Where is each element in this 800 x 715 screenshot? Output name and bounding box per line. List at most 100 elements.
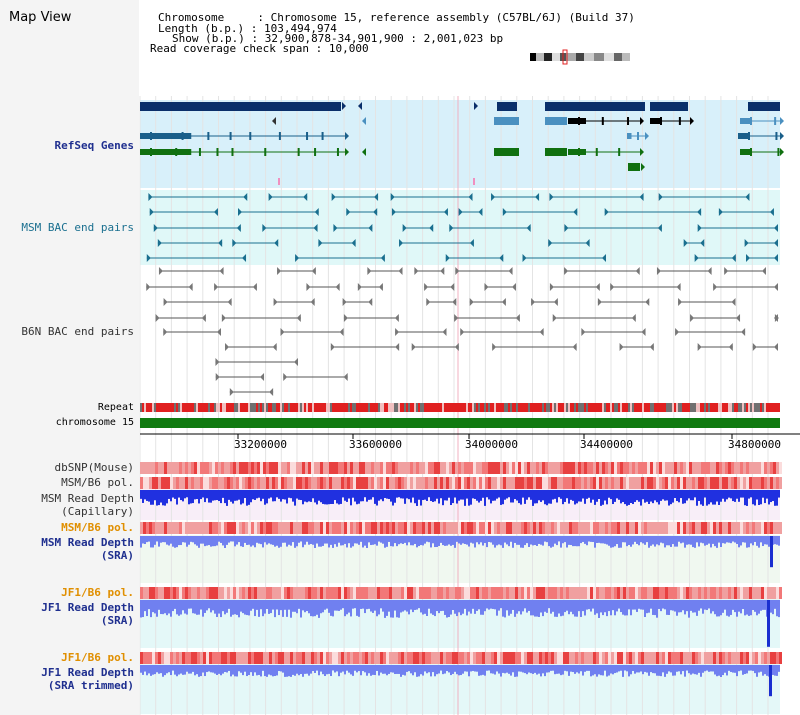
- msm-b6-pol-density: [398, 477, 401, 489]
- refseq-genes-label[interactable]: RefSeq Genes: [54, 139, 134, 152]
- jf1-trimmed-depth: [612, 665, 614, 675]
- msm-b6-pol-sra-density: [437, 522, 440, 534]
- msm-sra-depth: [486, 536, 488, 548]
- repeat-block: [428, 403, 430, 412]
- jf1-b6-pol-density: [392, 587, 395, 599]
- msm-sra-depth: [398, 536, 400, 545]
- gene-exon: [777, 148, 780, 156]
- jf1-b6-pol-label[interactable]: JF1/B6 pol.: [61, 586, 134, 599]
- dbsnp-density: [452, 462, 455, 474]
- bac-end: [163, 328, 168, 336]
- jf1-sra-depth: [548, 600, 550, 609]
- jf1-b6-pol-trimmed-density: [653, 652, 656, 664]
- jf1-b6-pol-trimmed-density: [143, 652, 146, 664]
- msm-capillary-depth: [222, 490, 224, 498]
- msm-read-depth-capillary-label[interactable]: MSM Read Depth: [41, 492, 134, 505]
- msm-capillary-depth: [556, 490, 558, 503]
- jf1-b6-pol-trimmed-label[interactable]: JF1/B6 pol.: [61, 651, 134, 664]
- repeat-block: [310, 403, 312, 412]
- jf1-b6-pol-density: [263, 587, 266, 599]
- b6n-bac-end-pairs-label[interactable]: B6N BAC end pairs: [21, 325, 134, 338]
- repeat-block: [554, 403, 556, 412]
- jf1-read-depth-sra-label[interactable]: JF1 Read Depth: [41, 601, 134, 614]
- jf1-b6-pol-trimmed-density: [206, 652, 209, 664]
- jf1-sra-depth: [302, 600, 304, 611]
- msm-sra-depth: [328, 536, 330, 548]
- msm-sra-depth: [730, 536, 732, 544]
- msm-b6-pol-density: [326, 477, 329, 489]
- jf1-trimmed-depth: [530, 665, 532, 674]
- jf1-sra-depth: [354, 600, 356, 609]
- jf1-trimmed-depth: [146, 665, 148, 676]
- msm-b6-pol-sra-density: [188, 522, 191, 534]
- jf1-trimmed-depth: [474, 665, 476, 672]
- repeat-block: [152, 403, 154, 412]
- repeat-block: [544, 403, 546, 412]
- msm-b6-pol-label[interactable]: MSM/B6 pol.: [61, 476, 134, 489]
- jf1-sra-depth: [232, 600, 234, 615]
- jf1-sra-depth: [182, 600, 184, 611]
- gene-exon: [738, 133, 749, 139]
- jf1-b6-pol-trimmed-density: [707, 652, 710, 664]
- msm-sra-depth: [548, 536, 550, 547]
- jf1-b6-pol-trimmed-density: [773, 652, 776, 664]
- msm-b6-pol-sra-density: [638, 522, 641, 534]
- msm-b6-pol-density: [320, 477, 323, 489]
- repeat-block: [608, 403, 610, 412]
- msm-capillary-depth: [436, 490, 438, 499]
- jf1-trimmed-depth: [544, 665, 546, 677]
- bac-end: [697, 208, 702, 216]
- msm-sra-depth: [196, 536, 198, 546]
- jf1-b6-pol-trimmed-density: [329, 652, 332, 664]
- dbsnp-density: [545, 462, 548, 474]
- msm-capillary-depth: [656, 490, 658, 503]
- jf1-b6-pol-trimmed-density: [407, 652, 410, 664]
- jf1-trimmed-depth: [632, 665, 634, 671]
- dbsnp-label[interactable]: dbSNP(Mouse): [54, 461, 134, 474]
- jf1-b6-pol-density: [635, 587, 638, 599]
- msm-sra-depth: [534, 536, 536, 546]
- dbsnp-density: [497, 462, 500, 474]
- msm-read-depth-sra-label[interactable]: MSM Read Depth: [41, 536, 134, 549]
- msm-b6-pol-sra-label[interactable]: MSM/B6 pol.: [61, 521, 134, 534]
- jf1-b6-pol-trimmed-density: [212, 652, 215, 664]
- jf1-trimmed-depth: [188, 665, 190, 674]
- jf1-trimmed-depth: [470, 665, 472, 672]
- bac-end: [460, 328, 465, 336]
- msm-sra-depth: [696, 536, 698, 543]
- msm-capillary-depth: [586, 490, 588, 499]
- repeat-block: [430, 403, 432, 412]
- jf1-b6-pol-density: [623, 587, 626, 599]
- msm-b6-pol-sra-density: [215, 522, 218, 534]
- jf1-sra-depth: [502, 600, 504, 617]
- bac-end: [391, 208, 396, 216]
- msm-sra-depth: [290, 536, 292, 546]
- jf1-sra-depth: [376, 600, 378, 617]
- gene-exon: [150, 148, 152, 156]
- repeat-block: [540, 403, 542, 412]
- jf1-sra-depth: [676, 600, 678, 616]
- jf1-trimmed-depth: [198, 665, 200, 677]
- msm-b6-pol-sra-density: [440, 522, 443, 534]
- msm-b6-pol-sra-density: [278, 522, 281, 534]
- jf1-b6-pol-density: [581, 587, 584, 599]
- jf1-trimmed-depth: [442, 665, 444, 675]
- msm-b6-pol-sra-density: [563, 522, 566, 534]
- jf1-sra-depth: [156, 600, 158, 617]
- jf1-read-depth-trimmed-label[interactable]: JF1 Read Depth: [41, 666, 134, 679]
- msm-bac-end-pairs-label[interactable]: MSM BAC end pairs: [21, 221, 134, 234]
- msm-b6-pol-sra-density: [764, 522, 767, 534]
- jf1-b6-pol-trimmed-density: [521, 652, 524, 664]
- msm-sra-depth: [668, 536, 670, 546]
- dbsnp-density: [188, 462, 191, 474]
- jf1-trimmed-depth: [718, 665, 720, 676]
- repeat-block: [274, 403, 276, 412]
- jf1-sra-depth: [470, 600, 472, 614]
- bac-end: [731, 298, 736, 306]
- msm-capillary-depth: [642, 490, 644, 500]
- msm-capillary-depth: [710, 490, 712, 503]
- msm-b6-pol-density: [593, 477, 596, 489]
- jf1-sra-depth: [622, 600, 624, 615]
- jf1-b6-pol-trimmed-density: [719, 652, 722, 664]
- jf1-sra-depth: [142, 600, 144, 618]
